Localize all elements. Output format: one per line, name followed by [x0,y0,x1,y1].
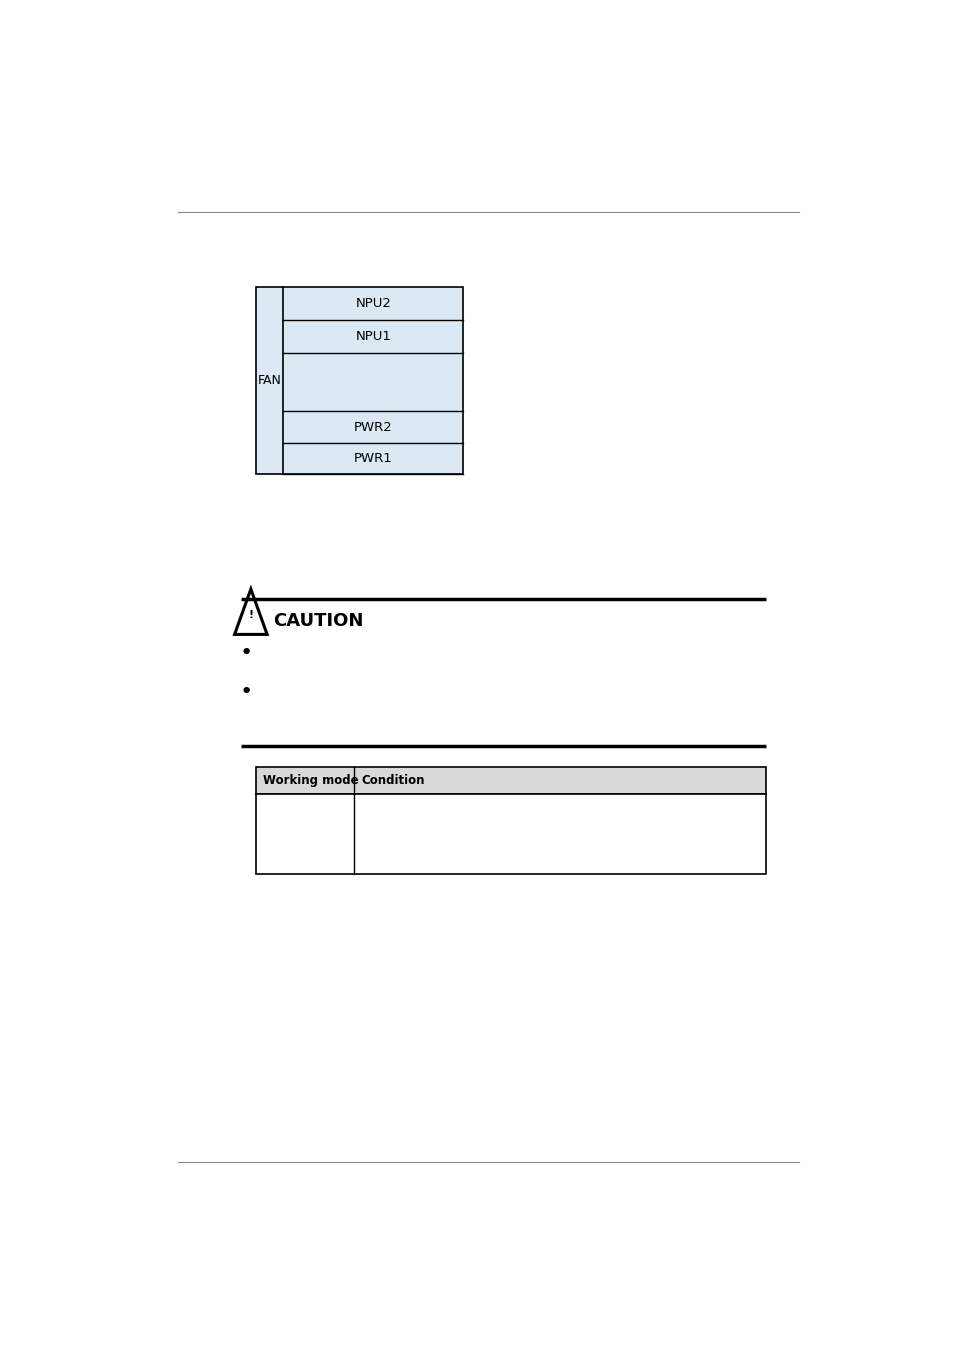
Text: Condition: Condition [361,774,425,787]
Bar [255,794,765,873]
Text: FAN: FAN [257,374,281,387]
Bar [255,286,462,474]
Text: •: • [239,682,253,702]
Text: Working mode: Working mode [263,774,358,787]
Text: CAUTION: CAUTION [273,613,363,630]
Bar [255,767,765,794]
Text: NPU1: NPU1 [355,331,391,343]
Text: NPU2: NPU2 [355,297,391,310]
Text: PWR1: PWR1 [354,452,393,464]
Text: •: • [239,643,253,663]
Text: !: ! [248,610,253,620]
Text: PWR2: PWR2 [354,421,393,433]
